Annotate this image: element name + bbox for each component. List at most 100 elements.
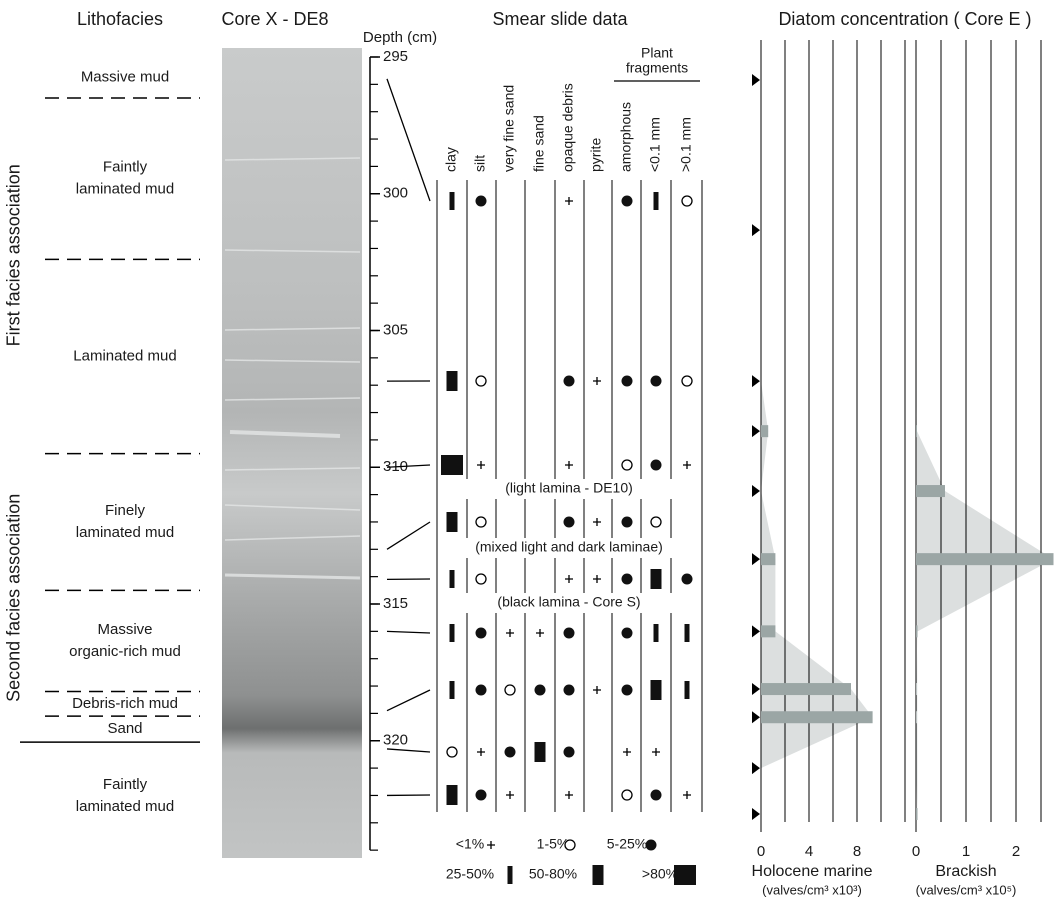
facies-label: Sand [107,720,142,737]
abundance-symbol [622,517,633,528]
legend-symbol [508,866,513,884]
abundance-symbol [505,685,515,695]
smear-title: Smear slide data [492,9,628,29]
abundance-symbol [477,748,485,756]
abundance-symbol [622,790,632,800]
column-header: fine sand [531,115,547,172]
abundance-symbol [447,785,458,805]
abundance-symbol [564,747,575,758]
core-title: Core X - DE8 [221,9,328,29]
abundance-symbol [622,196,633,207]
sample-marker [752,625,760,637]
legend-label: <1% [456,836,484,852]
annotation: (light lamina - DE10) [505,480,633,496]
depth-tick-label: 300 [383,185,408,202]
bar [916,625,918,637]
abundance-symbol [651,569,662,589]
abundance-symbol [654,192,659,210]
abundance-symbol [476,685,487,696]
abundance-symbol [622,574,633,585]
sample-marker [752,425,760,437]
abundance-symbol [682,376,692,386]
facies-label: Massive [97,621,152,638]
depth-tick-label: 295 [383,48,408,65]
column-header: <0.1 mm [647,117,663,172]
facies-label: Laminated mud [73,347,176,364]
legend-label: 25-50% [446,866,494,882]
abundance-symbol [450,681,455,699]
abundance-symbol [622,685,633,696]
x-tick-label: 0 [757,843,765,860]
facies-label: laminated mud [76,798,174,815]
abundance-symbol [476,517,486,527]
legend-label: >80% [642,866,678,882]
x-tick-label: 4 [805,843,813,860]
sample-marker [752,375,760,387]
abundance-symbol [450,192,455,210]
abundance-symbol [683,791,691,799]
abundance-symbol [622,376,633,387]
x-tick-label: 1 [962,843,970,860]
envelope [761,80,873,814]
abundance-symbol [654,624,659,642]
abundance-symbol [535,685,546,696]
abundance-symbol [651,517,661,527]
column-header: opaque debris [560,83,576,172]
abundance-symbol [535,742,546,762]
facies-label: Faintly [103,776,148,793]
sample-marker [752,711,760,723]
abundance-symbol [536,629,544,637]
abundance-symbol [683,461,691,469]
abundance-symbol [564,376,575,387]
legend-symbol [565,840,575,850]
sample-marker [752,485,760,497]
abundance-symbol [506,629,514,637]
series-unit: (valves/cm³ x10³) [762,882,862,897]
bar [761,553,775,565]
abundance-symbol [476,196,487,207]
abundance-symbol [652,748,660,756]
x-tick-label: 2 [1012,843,1020,860]
depth-axis-label: Depth (cm) [363,29,437,46]
legend-symbol [646,840,657,851]
annotation: (black lamina - Core S) [497,594,640,610]
bar [916,425,917,437]
legend-symbol [593,865,604,885]
column-header: clay [443,147,459,172]
abundance-symbol [593,686,601,694]
depth-tick-label: 320 [383,732,408,749]
sample-connector [387,749,430,752]
facies-label: laminated mud [76,181,174,198]
column-header: pyrite [588,138,604,172]
abundance-symbol [593,575,601,583]
legend-symbol [674,865,696,885]
depth-tick-label: 315 [383,595,408,612]
abundance-symbol [477,461,485,469]
abundance-symbol [623,748,631,756]
figure: Lithofacies Core X - DE8 Depth (cm) Smea… [0,0,1059,908]
sample-marker [752,224,760,236]
facies-label: organic-rich mud [69,643,181,660]
abundance-symbol [505,747,516,758]
sample-marker [752,553,760,565]
bar [761,625,775,637]
legend-label: 50-80% [529,866,577,882]
series-unit: (valves/cm³ x10⁵) [916,882,1017,897]
bar [916,683,917,695]
x-tick-label: 0 [912,843,920,860]
association-label: Second facies association [4,494,24,702]
core-photo [222,48,362,858]
bar [916,485,945,497]
series-name: Brackish [935,863,996,880]
association-label: First facies association [4,164,24,346]
legend-label: 1-5% [537,836,570,852]
sample-connector [387,631,430,633]
abundance-symbol [565,791,573,799]
sample-marker [752,683,760,695]
series-name: Holocene marine [752,863,873,880]
sample-connector [387,79,430,201]
abundance-symbol [622,628,633,639]
lithofacies-title: Lithofacies [77,9,163,29]
abundance-symbol [447,512,458,532]
